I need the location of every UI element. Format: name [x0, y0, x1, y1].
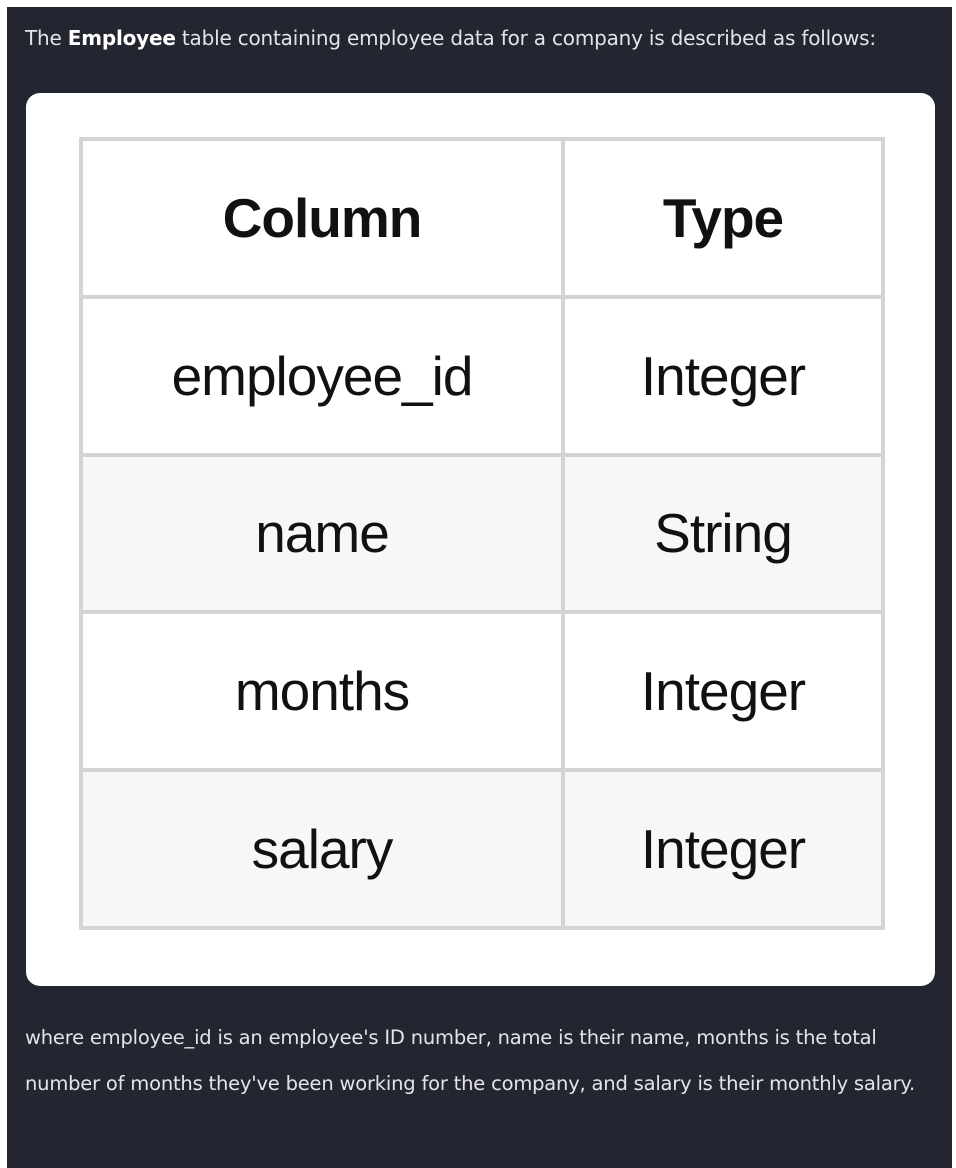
intro-text: The Employee table containing employee d… — [25, 23, 935, 53]
cell-column-type: Integer — [561, 768, 885, 930]
schema-table: Column Type employee_id Integer name Str… — [79, 137, 885, 930]
outro-text: where employee_id is an employee's ID nu… — [25, 1026, 915, 1095]
intro-suffix: table containing employee data for a com… — [175, 26, 876, 50]
intro-prefix: The — [25, 26, 68, 50]
cell-column-type: String — [561, 452, 885, 615]
table-header-row: Column Type — [79, 137, 885, 299]
table-row: months Integer — [79, 610, 885, 773]
problem-description-panel: The Employee table containing employee d… — [7, 7, 952, 1168]
cell-column-name: name — [79, 452, 565, 615]
table-name: Employee — [67, 26, 176, 50]
cell-column-name: salary — [79, 768, 565, 930]
cell-column-type: Integer — [561, 294, 885, 457]
schema-image-card: Column Type employee_id Integer name Str… — [26, 93, 935, 986]
cell-column-name: months — [79, 610, 565, 773]
cell-column-name: employee_id — [79, 294, 565, 457]
table-row: employee_id Integer — [79, 294, 885, 457]
table-row: name String — [79, 452, 885, 615]
table-row: salary Integer — [79, 768, 885, 930]
cell-column-type: Integer — [561, 610, 885, 773]
header-column: Column — [79, 137, 565, 299]
header-type: Type — [561, 137, 885, 299]
